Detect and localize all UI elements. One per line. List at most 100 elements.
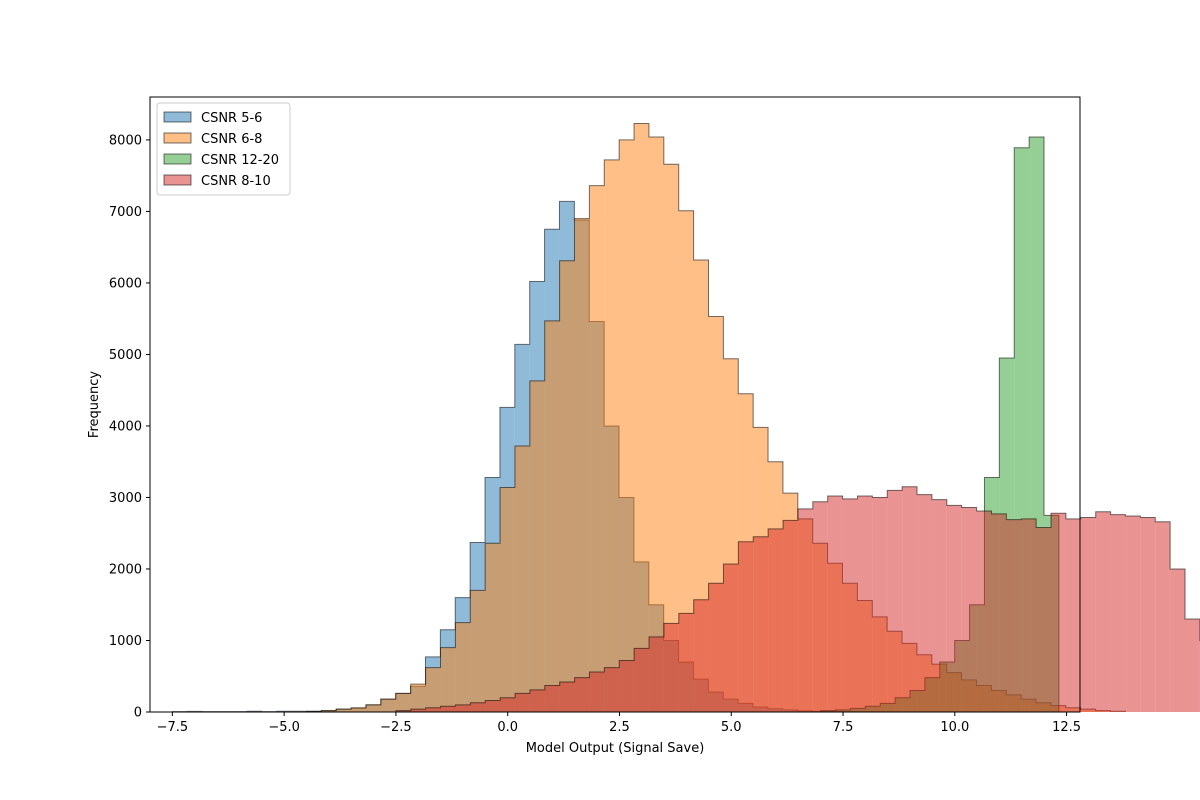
histogram-bar (1140, 517, 1156, 712)
legend-item: CSNR 8-10 (163, 174, 271, 189)
histogram-bar (887, 490, 903, 712)
histogram-bar (321, 710, 337, 712)
histogram-bar (961, 507, 977, 712)
histogram-bar (693, 599, 709, 712)
legend-swatch (163, 174, 192, 186)
histogram-outline (395, 486, 1200, 712)
x-tick-label: 0.0 (497, 720, 518, 735)
histogram-bar (1095, 511, 1111, 712)
histogram-bar (946, 505, 962, 712)
legend: CSNR 5-6 CSNR 6-8 CSNR 12-20 CSNR 8-10 (156, 102, 291, 196)
histogram-bar (827, 496, 843, 712)
histogram-bar (931, 499, 947, 712)
y-tick-label: 3000 (109, 491, 142, 506)
x-tick-label: 12.5 (1052, 720, 1081, 735)
x-tick-label: 5.0 (721, 720, 742, 735)
histogram-bar (559, 681, 575, 712)
histogram-bar (1155, 521, 1171, 712)
histogram-bar (634, 648, 650, 712)
histogram-bar (440, 647, 456, 712)
histogram-bar (366, 704, 381, 712)
histogram-bar (619, 660, 635, 712)
legend-label: CSNR 12-20 (201, 153, 279, 168)
histogram-bar (678, 210, 694, 712)
histogram-bar (1051, 513, 1066, 712)
histogram-bar (857, 496, 873, 712)
histogram-bar (619, 139, 635, 712)
y-tick-label: 2000 (109, 562, 142, 577)
histogram-bar (678, 613, 694, 712)
x-tick-label: −2.5 (380, 720, 412, 735)
histogram-bar (395, 710, 411, 712)
y-axis-title: Frequency (87, 371, 102, 438)
histogram-bar (544, 320, 560, 712)
histogram-bar (783, 520, 798, 712)
histogram-bar (693, 260, 709, 712)
histogram-bar (902, 486, 918, 712)
histogram-bar (380, 699, 396, 712)
histogram-bar (485, 700, 501, 712)
histogram-bar (917, 494, 932, 712)
series-csnr-8-10 (395, 486, 1200, 712)
histogram-bar (410, 684, 426, 712)
histogram-bar (410, 709, 426, 712)
histogram-bar (500, 487, 515, 712)
legend-swatch (163, 111, 192, 123)
y-tick-label: 0 (134, 706, 142, 721)
histogram-bar (663, 164, 679, 712)
histogram-bar (723, 563, 739, 712)
histogram-bar (470, 702, 486, 712)
histogram-bar (738, 541, 754, 712)
histogram-bar (455, 622, 471, 712)
histogram-bar (500, 697, 516, 712)
histogram-bar (559, 260, 575, 712)
legend-swatch (163, 153, 192, 165)
histogram-bar (529, 689, 545, 712)
histogram-bar (708, 583, 724, 712)
histogram-bar (485, 543, 501, 712)
histogram-bar (1110, 514, 1126, 712)
histogram-bar (574, 677, 590, 712)
histogram-bar (991, 513, 1007, 712)
histogram-bar (649, 636, 664, 712)
legend-swatch (163, 132, 192, 144)
plot-frame (149, 96, 1081, 713)
histogram-bar (812, 501, 828, 712)
legend-item: CSNR 5-6 (163, 111, 262, 126)
histogram-bar (336, 709, 352, 712)
histogram-bar (1185, 619, 1200, 712)
y-tick-label: 1000 (109, 634, 142, 649)
legend-label: CSNR 8-10 (201, 174, 271, 189)
x-tick-label: 7.5 (833, 720, 854, 735)
histogram-bar (455, 704, 471, 712)
histogram-bar (529, 380, 545, 712)
y-tick-label: 5000 (109, 348, 142, 363)
histogram-bar (872, 497, 888, 712)
bars-layer (171, 122, 1200, 713)
y-tick-label: 8000 (109, 133, 142, 148)
histogram-bar (634, 123, 649, 713)
histogram-bar (470, 590, 486, 712)
histogram-bar (842, 498, 858, 712)
histogram-bar (604, 667, 620, 712)
ticks-layer: −7.5 −5.0 −2.5 0.0 2.5 5.0 7.5 10.0 12.5 0 1000 200… (109, 133, 1081, 735)
histogram-bar (663, 623, 679, 712)
legend-label: CSNR 5-6 (201, 111, 262, 126)
histogram-bar (604, 159, 620, 712)
histogram-bar (1036, 527, 1052, 712)
histogram-bar (425, 667, 441, 712)
legend-item: CSNR 12-20 (163, 153, 279, 168)
histogram-bar (515, 693, 530, 712)
histogram-bar (1065, 518, 1081, 712)
y-tick-label: 4000 (109, 419, 142, 434)
histogram-bar (1006, 519, 1022, 712)
histogram-bar (589, 671, 605, 712)
x-tick-label: 10.0 (940, 720, 969, 735)
x-tick-label: 2.5 (609, 720, 630, 735)
histogram-bar (425, 707, 441, 712)
x-axis-title: Model Output (Signal Save) (526, 741, 705, 756)
y-tick-label: 6000 (109, 276, 142, 291)
histogram-bar (648, 137, 664, 712)
